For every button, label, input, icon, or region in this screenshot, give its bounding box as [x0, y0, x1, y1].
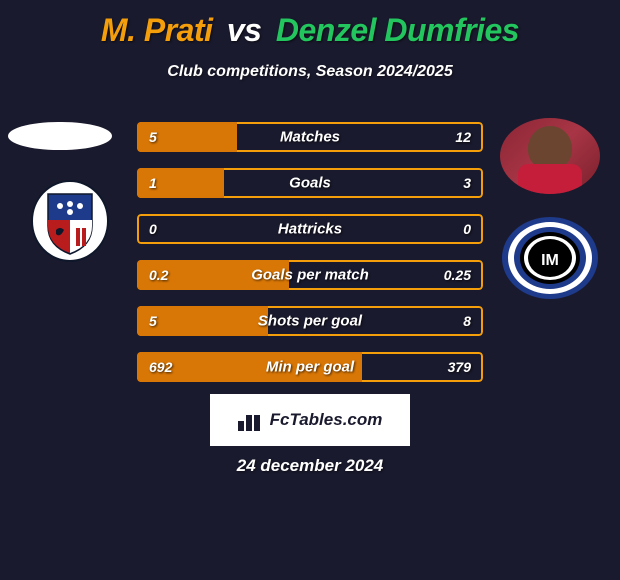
club-right-badge: IM [500, 216, 600, 300]
stat-row: Goals per match 0.2 0.25 [137, 260, 483, 290]
stat-label: Matches [280, 129, 340, 146]
subtitle: Club competitions, Season 2024/2025 [0, 63, 620, 81]
stat-row: Matches 5 12 [137, 122, 483, 152]
branding-text: FcTables.com [270, 410, 383, 430]
stat-value-right: 0.25 [444, 267, 471, 283]
vs-text: vs [227, 12, 262, 48]
player2-avatar [500, 118, 600, 194]
stat-row: Min per goal 692 379 [137, 352, 483, 382]
stat-value-left: 5 [149, 313, 157, 329]
comparison-title: M. Prati vs Denzel Dumfries [0, 0, 620, 49]
stats-container: Matches 5 12 Goals 1 3 Hattricks 0 0 Goals per ma… [137, 122, 483, 398]
stat-row: Shots per goal 5 8 [137, 306, 483, 336]
svg-text:IM: IM [541, 252, 559, 269]
stat-value-right: 0 [463, 221, 471, 237]
stat-label: Min per goal [266, 359, 354, 376]
stat-value-left: 1 [149, 175, 157, 191]
stat-label: Goals per match [251, 267, 369, 284]
player2-name: Denzel Dumfries [276, 12, 519, 48]
stat-value-right: 3 [463, 175, 471, 191]
stat-row: Hattricks 0 0 [137, 214, 483, 244]
stat-label: Goals [289, 175, 331, 192]
stat-value-left: 0 [149, 221, 157, 237]
stat-value-left: 0.2 [149, 267, 168, 283]
stat-value-left: 5 [149, 129, 157, 145]
stat-value-right: 12 [455, 129, 471, 145]
fctables-logo-icon [238, 409, 264, 431]
branding-box: FcTables.com [210, 394, 410, 446]
stat-label: Shots per goal [258, 313, 362, 330]
player1-avatar-placeholder [8, 122, 112, 150]
date-label: 24 december 2024 [237, 456, 384, 476]
stat-value-right: 379 [448, 359, 471, 375]
stat-label: Hattricks [278, 221, 342, 238]
stat-value-left: 692 [149, 359, 172, 375]
player1-name: M. Prati [101, 12, 213, 48]
stat-row: Goals 1 3 [137, 168, 483, 198]
club-left-badge [30, 180, 110, 262]
stat-value-right: 8 [463, 313, 471, 329]
